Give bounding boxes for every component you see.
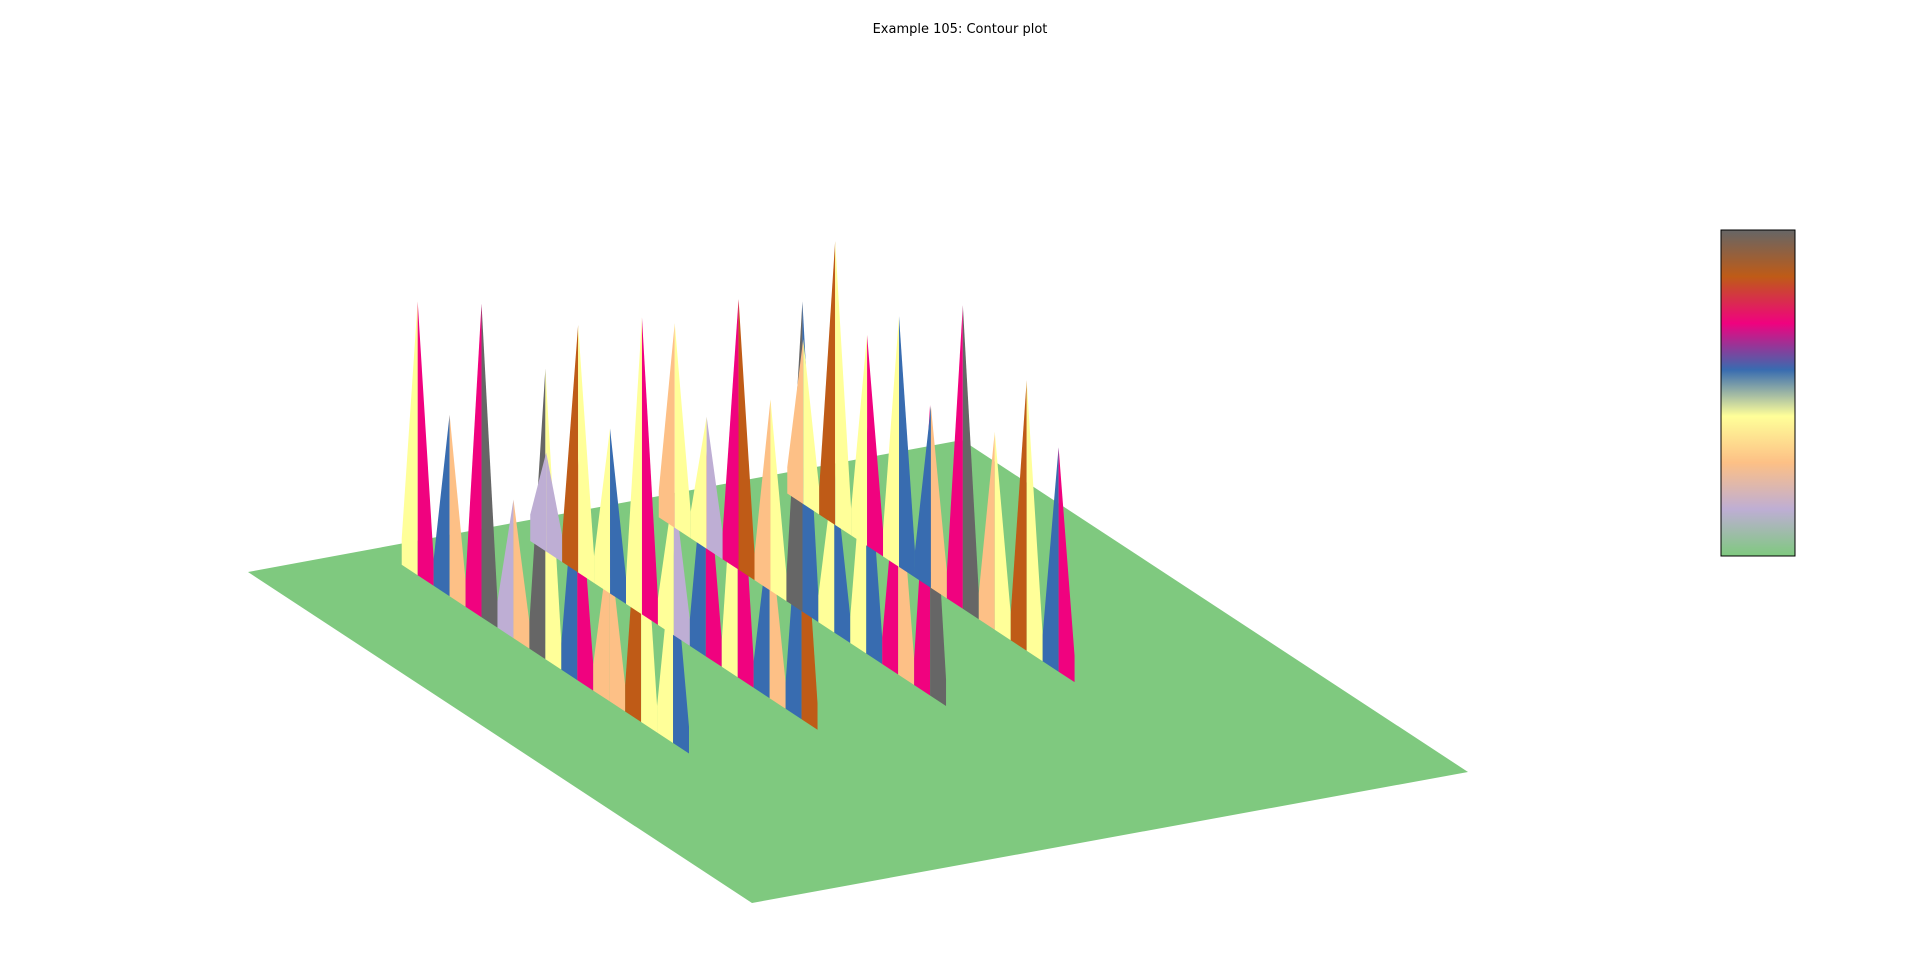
- surface-facet: [930, 406, 947, 599]
- surface-facet: [690, 416, 707, 549]
- surface-facet: [594, 428, 611, 594]
- surface-facet: [819, 241, 836, 525]
- colorbar: [1720, 229, 1796, 557]
- colorbar-gradient: [1720, 229, 1796, 557]
- surface-facet: [946, 305, 963, 609]
- surface-facet: [899, 316, 915, 578]
- surface-facet: [465, 303, 482, 618]
- surface-facet: [1026, 380, 1043, 662]
- surface-facet: [722, 299, 739, 570]
- surface-ridges: [401, 241, 1075, 754]
- surface-facet: [978, 431, 995, 630]
- chart-title: Example 105: Contour plot: [872, 22, 1048, 37]
- surface-facet: [578, 324, 595, 583]
- surface-facet: [481, 303, 498, 628]
- surface-facet: [754, 399, 771, 591]
- surface-facet: [610, 428, 626, 604]
- surface-facet: [994, 431, 1011, 641]
- surface-facet: [1010, 380, 1027, 651]
- surface-facet: [674, 323, 691, 539]
- surface-facet: [867, 334, 884, 557]
- surface-facet: [787, 338, 804, 504]
- surface-facet: [449, 414, 466, 607]
- surface-facet: [835, 241, 852, 536]
- surface-facet: [658, 323, 675, 528]
- surface-facet: [914, 406, 931, 588]
- surface-facet: [497, 499, 514, 639]
- surface-facet: [401, 301, 418, 576]
- surface-facet: [851, 334, 868, 546]
- surface-facet: [738, 299, 755, 581]
- surface-facet: [417, 301, 434, 586]
- surface-facet: [626, 317, 642, 615]
- surface-facet: [562, 324, 579, 573]
- surface-facet: [513, 499, 530, 649]
- surface-facet: [546, 452, 563, 562]
- surface-facet: [433, 414, 450, 597]
- surface-facet: [706, 416, 723, 560]
- surface-facet: [1058, 447, 1075, 683]
- surface-facet: [1042, 447, 1059, 672]
- surface-facet: [883, 316, 899, 567]
- surface-facet: [962, 305, 979, 620]
- surface-facet: [530, 452, 547, 552]
- surface-facet: [803, 338, 820, 515]
- surface-facet: [641, 317, 658, 625]
- surface-facet: [770, 399, 787, 602]
